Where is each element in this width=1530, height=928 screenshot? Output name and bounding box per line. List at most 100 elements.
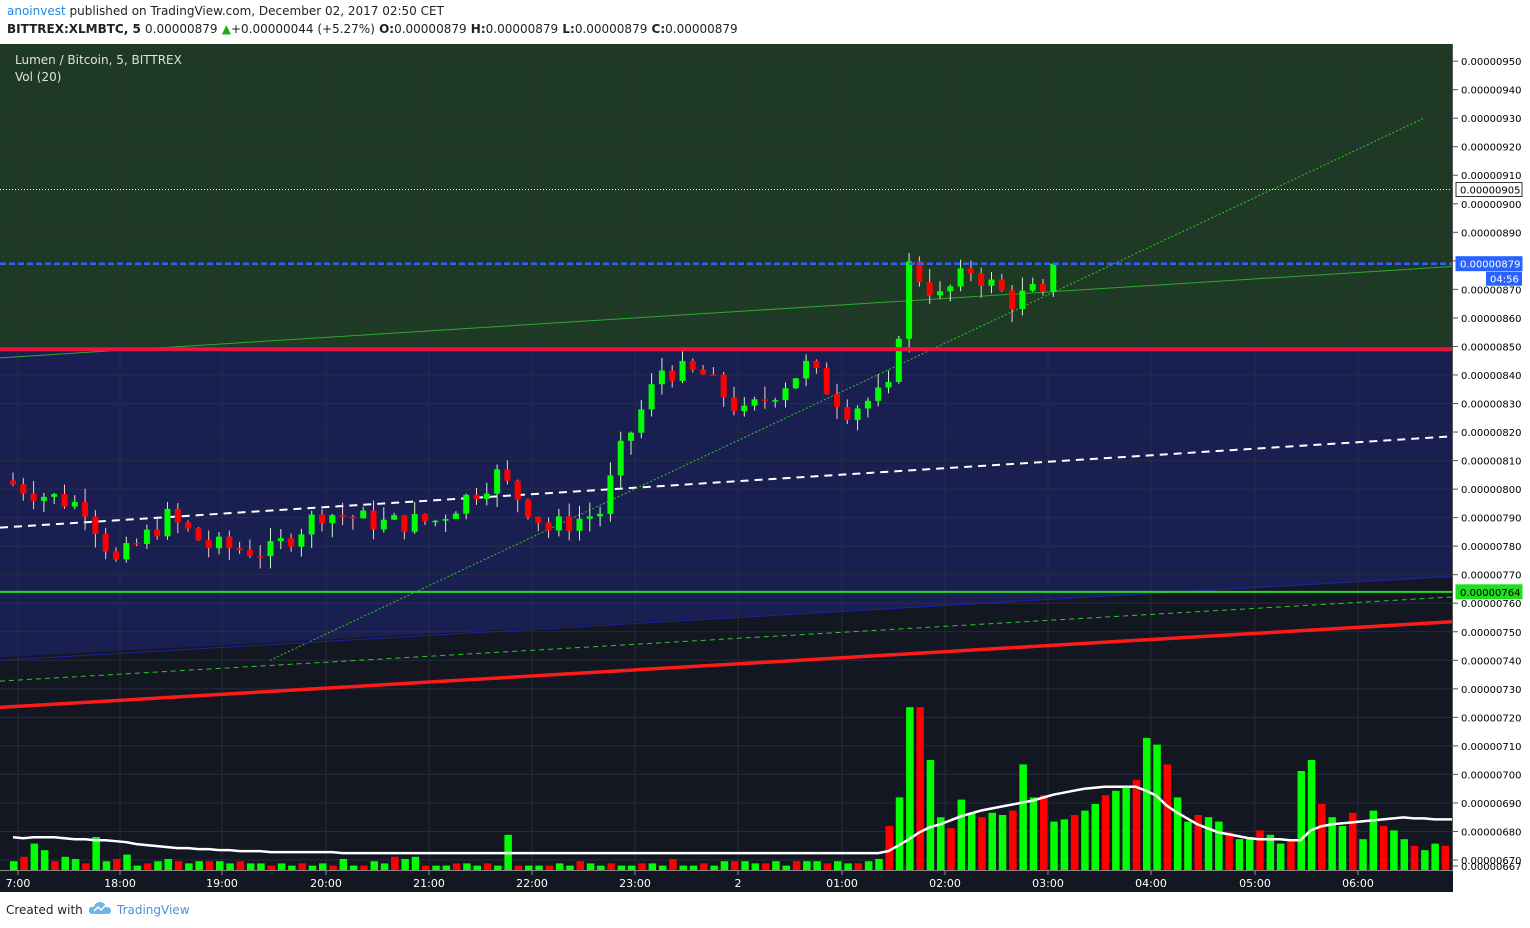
price-axis[interactable]: 0.00000950 0.00000940 0.00000930 0.00000920…: [1453, 57, 1521, 873]
volume-bar: [123, 854, 131, 870]
candle-up: [71, 501, 78, 507]
candle-up: [555, 516, 562, 531]
last-price: 0.00000879: [145, 22, 218, 36]
time-tick-label: 20:00: [310, 877, 342, 890]
volume-bar: [1379, 826, 1388, 870]
volume-bar: [1328, 817, 1336, 870]
volume-bar: [988, 812, 996, 870]
price-tick-label: 0.00000720: [1461, 713, 1521, 724]
volume-bar: [102, 861, 111, 870]
volume-bar: [1070, 815, 1079, 870]
candle-down: [916, 261, 923, 283]
time-tick-label: 03:00: [1032, 877, 1064, 890]
candle-up: [1019, 290, 1026, 309]
candle-down: [761, 399, 768, 401]
volume-bar: [854, 863, 863, 870]
volume-bar: [1287, 841, 1295, 870]
tradingview-cloud-icon[interactable]: [88, 900, 112, 916]
candle-down: [473, 494, 480, 499]
volume-bar: [154, 861, 162, 870]
volume-bar: [1400, 839, 1408, 870]
volume-bar: [679, 865, 687, 870]
candle-down: [226, 536, 233, 549]
candle-up: [741, 405, 748, 412]
low-label: L:: [562, 22, 575, 36]
price-tick-label: 0.00000930: [1461, 114, 1521, 125]
price-tick-label: 0.00000680: [1461, 827, 1521, 838]
candle-up: [792, 378, 799, 389]
candle-up: [628, 432, 634, 441]
candle-down: [700, 369, 707, 375]
candle-down: [978, 273, 985, 286]
volume-bar: [267, 865, 275, 870]
candle-down: [823, 367, 830, 395]
volume-bar: [1091, 804, 1099, 870]
volume-bar: [246, 863, 255, 870]
candle-down: [813, 360, 820, 368]
candle-down: [246, 550, 253, 556]
tradingview-link[interactable]: TradingView: [117, 903, 190, 917]
price-chart[interactable]: 0.00000950 0.00000940 0.00000930 0.00000920…: [0, 44, 1530, 892]
candle-up: [391, 515, 398, 520]
volume-bar: [597, 865, 605, 870]
time-axis[interactable]: 7:00 18:00 19:00 20:00 21:00 22:00 23:00 2 01:00…: [6, 870, 1374, 890]
price-tick-label: 0.00000700: [1461, 770, 1521, 781]
volume-bar: [844, 863, 852, 870]
volume-bar: [20, 856, 28, 870]
volume-bar: [360, 865, 368, 870]
volume-bar: [1143, 738, 1151, 870]
candle-up: [875, 387, 882, 401]
volume-bar: [277, 863, 286, 870]
candle-down: [205, 540, 212, 549]
candle-up: [143, 529, 150, 544]
volume-bar: [967, 812, 976, 870]
created-with-text: Created with: [6, 903, 83, 917]
time-tick-label: 05:00: [1239, 877, 1271, 890]
volume-bar: [761, 863, 770, 870]
volume-bar: [895, 797, 904, 870]
volume-bar: [823, 863, 832, 870]
support-price-tag: 0.00000764: [1460, 588, 1520, 599]
price-tick-label: 0.00000690: [1461, 799, 1521, 810]
candle-up: [782, 388, 789, 401]
volume-bar: [525, 865, 533, 870]
volume-bar: [916, 707, 924, 870]
symbol-name[interactable]: BITTREX:XLMBTC, 5: [7, 22, 141, 36]
red-trend-line: [0, 620, 1453, 710]
volume-bar: [298, 863, 306, 870]
volume-bar: [1225, 832, 1233, 870]
volume-bar: [1009, 810, 1017, 870]
volume-bar: [1194, 815, 1202, 870]
price-tags: 0.00000905 0.00000879 04:56 0.00000764: [1455, 182, 1523, 600]
time-tick-label: 18:00: [104, 877, 136, 890]
volume-bar: [576, 861, 584, 870]
volume-bar: [319, 863, 327, 870]
volume-bar: [1297, 771, 1305, 870]
price-tick-label: 0.00000730: [1461, 685, 1521, 696]
author-link[interactable]: anoinvest: [7, 4, 66, 18]
close-label: C:: [651, 22, 666, 36]
volume-bar: [257, 863, 265, 870]
volume-bar: [937, 817, 945, 870]
volume-bar: [834, 861, 842, 870]
candle-up: [751, 399, 758, 406]
candle-up: [854, 408, 861, 420]
current-price-tag: 0.00000879: [1460, 260, 1520, 271]
candle-up: [597, 513, 604, 517]
time-tick-label: 01:00: [826, 877, 858, 890]
volume-bar: [607, 863, 615, 870]
high-label: H:: [470, 22, 486, 36]
volume-bar: [617, 865, 626, 870]
volume-bar: [401, 859, 409, 870]
volume-bar: [1050, 821, 1058, 870]
candle-down: [926, 282, 933, 296]
candle-down: [504, 469, 511, 481]
time-tick-label: 21:00: [413, 877, 445, 890]
candle-down: [545, 522, 552, 531]
volume-bar: [957, 799, 966, 870]
candle-down: [422, 514, 428, 522]
price-tick-label: 0.00000710: [1461, 742, 1521, 753]
time-tick-label: 06:00: [1342, 877, 1374, 890]
volume-bar: [174, 861, 183, 870]
candle-down: [257, 555, 264, 558]
